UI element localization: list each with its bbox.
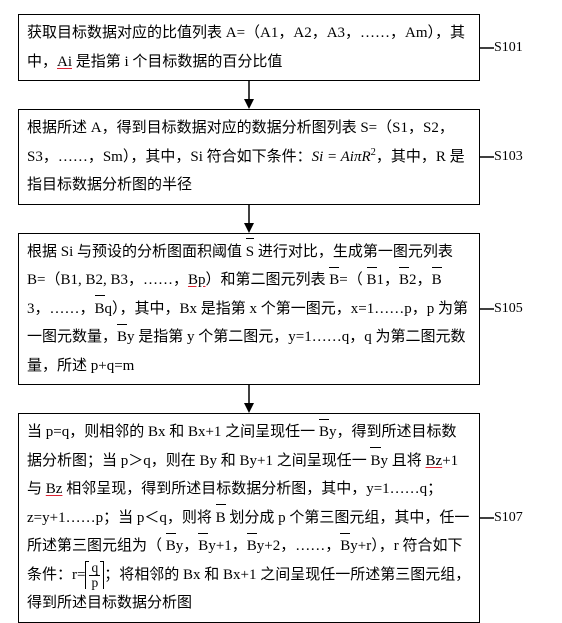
step-label-s103: S103 xyxy=(494,149,523,165)
flowchart-container: 获取目标数据对应的比值列表 A=（A1，A2，A3，……，Am），其中，Ai 是… xyxy=(18,14,544,623)
step-row-s105: 根据 Si 与预设的分析图面积阈值 S 进行对比，生成第一图元列表 B=（B1,… xyxy=(18,233,544,386)
arrow-s103-s105 xyxy=(18,205,480,233)
step-label-s101: S101 xyxy=(494,40,523,56)
arrow-s101-s103 xyxy=(18,81,480,109)
label-connector-s101 xyxy=(480,43,494,53)
label-connector-s103 xyxy=(480,152,494,162)
step-row-s103: 根据所述 A，得到目标数据对应的数据分析图列表 S=（S1，S2，S3，……，S… xyxy=(18,109,544,205)
step-box-s107: 当 p=q，则相邻的 Bx 和 Bx+1 之间呈现任一 By，得到所述目标数据分… xyxy=(18,413,480,623)
step-label-s105: S105 xyxy=(494,301,523,317)
step-box-s103: 根据所述 A，得到目标数据对应的数据分析图列表 S=（S1，S2，S3，……，S… xyxy=(18,109,480,205)
label-connector-s105 xyxy=(480,304,494,314)
step-row-s101: 获取目标数据对应的比值列表 A=（A1，A2，A3，……，Am），其中，Ai 是… xyxy=(18,14,544,81)
step-box-s101: 获取目标数据对应的比值列表 A=（A1，A2，A3，……，Am），其中，Ai 是… xyxy=(18,14,480,81)
step-box-s105: 根据 Si 与预设的分析图面积阈值 S 进行对比，生成第一图元列表 B=（B1,… xyxy=(18,233,480,386)
step-label-s107: S107 xyxy=(494,510,523,526)
step-row-s107: 当 p=q，则相邻的 Bx 和 Bx+1 之间呈现任一 By，得到所述目标数据分… xyxy=(18,413,544,623)
label-connector-s107 xyxy=(480,513,494,523)
arrow-s105-s107 xyxy=(18,385,480,413)
